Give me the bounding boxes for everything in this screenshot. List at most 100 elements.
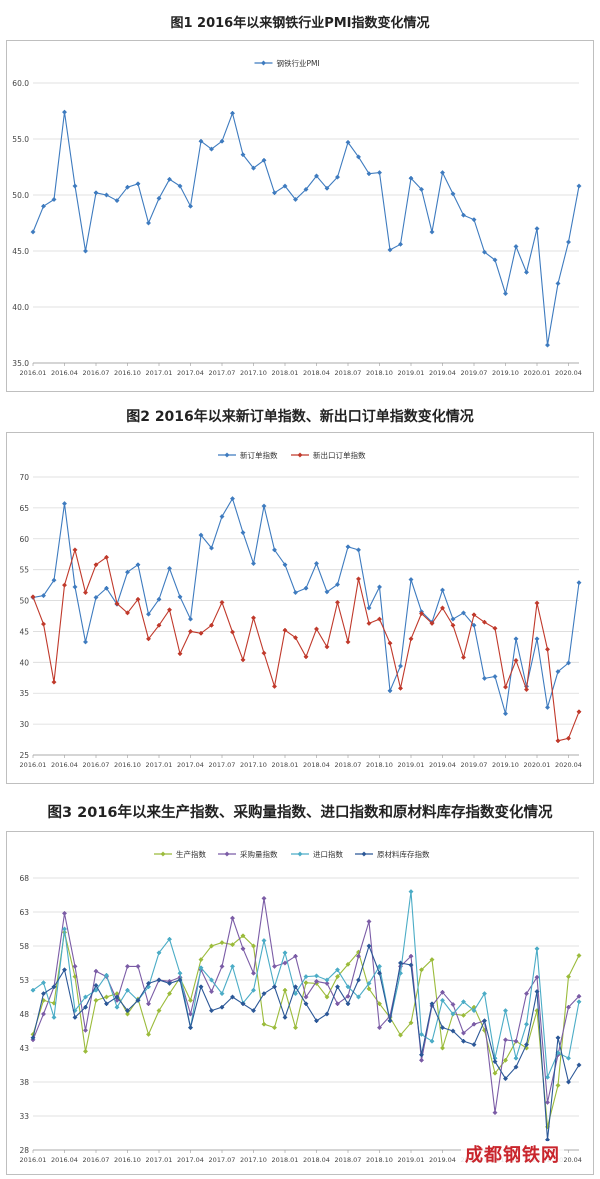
- data-point: [334, 581, 341, 588]
- data-point: [471, 217, 477, 223]
- data-point: [366, 980, 372, 986]
- data-point: [544, 342, 551, 348]
- x-tick-label: 2019.04: [429, 761, 456, 769]
- data-point: [439, 605, 446, 611]
- data-point: [471, 1008, 477, 1014]
- data-point: [198, 965, 204, 971]
- data-point: [366, 943, 372, 949]
- y-tick-label: 40: [19, 658, 29, 667]
- data-point: [439, 587, 446, 593]
- data-point: [429, 1038, 435, 1044]
- data-point: [555, 738, 561, 744]
- data-point: [502, 291, 509, 297]
- x-tick-label: 2016.01: [20, 1156, 47, 1164]
- data-point: [261, 503, 267, 509]
- data-point: [93, 190, 99, 196]
- data-point: [397, 685, 404, 691]
- x-tick-label: 2019.10: [492, 369, 519, 377]
- data-point: [145, 980, 152, 986]
- data-point: [513, 1038, 519, 1044]
- figure-2-frame: 25 30 35 40 45 50 55 60 65 70 2016.01 2016.04 2016.0…: [6, 432, 594, 784]
- data-point: [114, 198, 120, 204]
- data-point: [103, 585, 110, 591]
- data-point: [187, 1011, 194, 1017]
- legend: 钢铁行业PMI: [254, 58, 320, 68]
- x-tick-label: 2016.10: [114, 1156, 141, 1164]
- data-point: [460, 999, 467, 1005]
- data-point: [408, 175, 414, 181]
- x-tick-label: 2017.07: [209, 1156, 236, 1164]
- data-point: [303, 1001, 309, 1007]
- data-point: [523, 991, 530, 997]
- data-point: [324, 980, 330, 986]
- data-point: [282, 627, 288, 633]
- data-point: [229, 629, 236, 635]
- data-point: [387, 247, 393, 253]
- data-point: [61, 501, 68, 507]
- x-tick-label: 2016.04: [51, 761, 78, 769]
- data-point: [324, 185, 330, 191]
- data-point: [51, 679, 57, 685]
- data-point: [502, 1037, 509, 1043]
- data-point: [471, 1021, 477, 1027]
- y-tick-label: 35: [19, 689, 29, 698]
- data-point: [408, 1020, 414, 1026]
- x-tick-label: 2016.04: [51, 1156, 78, 1164]
- data-point: [492, 1110, 498, 1116]
- data-point: [93, 982, 99, 988]
- data-point: [208, 977, 215, 983]
- data-point: [355, 953, 362, 959]
- data-point: [93, 562, 99, 568]
- data-point: [450, 1028, 456, 1034]
- x-tick-label: 2018.01: [272, 1156, 299, 1164]
- data-point: [355, 977, 362, 983]
- data-point: [355, 154, 362, 160]
- data-point: [40, 593, 47, 599]
- data-point: [145, 1001, 152, 1007]
- data-point: [502, 1008, 509, 1014]
- x-tick-label: 2020.04: [555, 761, 582, 769]
- data-point: [366, 171, 372, 177]
- series-line: [32, 111, 580, 346]
- data-point: [397, 663, 404, 669]
- data-point: [555, 1082, 561, 1088]
- data-point: [418, 1057, 425, 1063]
- data-point: [145, 636, 152, 642]
- data-point: [565, 974, 572, 980]
- data-point: [261, 938, 267, 944]
- x-tick-label: 2017.04: [177, 761, 204, 769]
- data-point: [166, 980, 173, 986]
- data-point: [82, 589, 89, 596]
- data-point: [156, 977, 162, 983]
- legend-label: 采购量指数: [240, 849, 278, 859]
- data-point: [103, 994, 110, 1000]
- data-point: [198, 532, 204, 538]
- x-tick-label: 2016.07: [83, 761, 110, 769]
- data-point: [261, 157, 267, 163]
- series-line: [32, 547, 580, 742]
- data-point: [30, 1035, 36, 1041]
- data-point: [355, 994, 362, 1000]
- series-2: [30, 547, 582, 744]
- data-point: [565, 735, 572, 741]
- legend-label: 新订单指数: [240, 450, 278, 460]
- data-point: [93, 997, 99, 1003]
- figure-2-panel: 图2 2016年以来新订单指数、新出口订单指数变化情况 25 30 35 40 45 50…: [6, 400, 594, 784]
- data-point: [345, 139, 351, 145]
- data-point: [576, 183, 582, 189]
- x-tick-label: 2016.01: [20, 761, 47, 769]
- data-point: [450, 1001, 456, 1008]
- data-point: [387, 640, 393, 646]
- data-point: [345, 544, 351, 550]
- data-point: [261, 1021, 267, 1027]
- data-point: [271, 547, 278, 553]
- data-point: [418, 186, 425, 192]
- x-tick-label: 2017.01: [146, 761, 173, 769]
- y-tick-label: 45: [19, 627, 29, 636]
- data-point: [40, 980, 47, 986]
- data-point: [103, 972, 110, 978]
- data-point: [177, 970, 183, 976]
- data-point: [72, 547, 78, 553]
